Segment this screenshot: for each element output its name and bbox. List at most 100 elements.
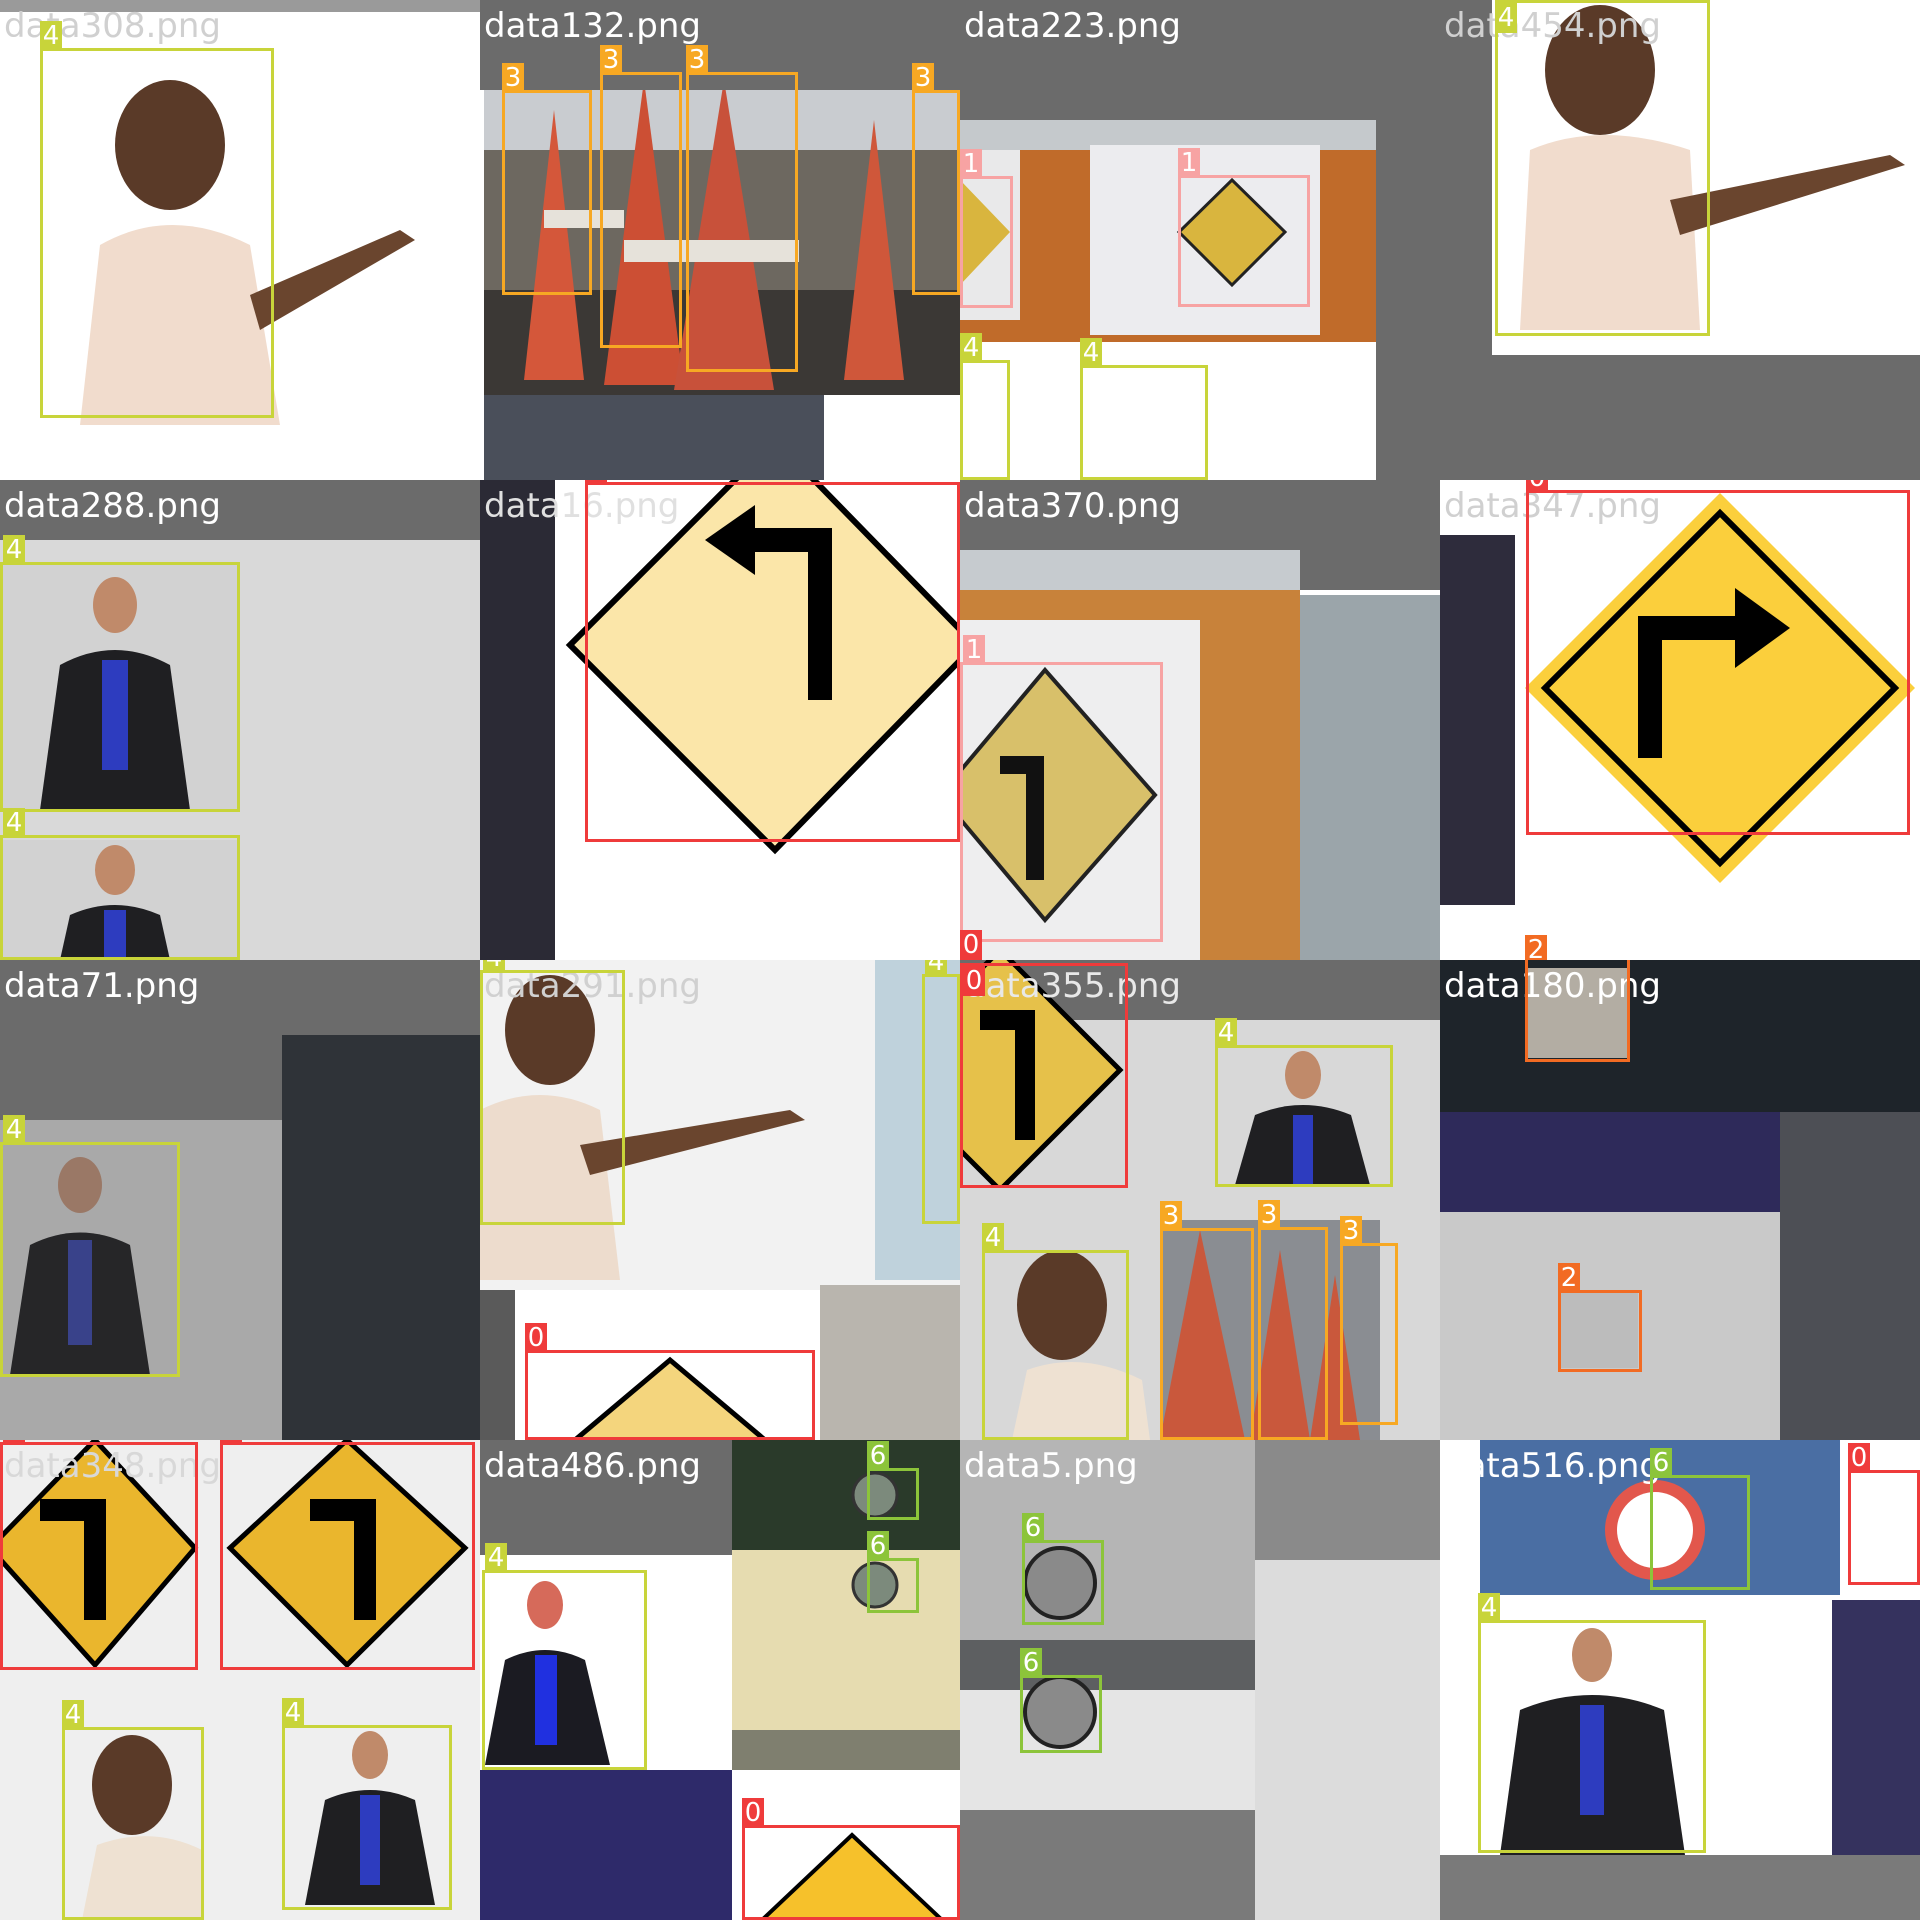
detection-box: 3 (1340, 1216, 1398, 1425)
detection-box: 4 (282, 1698, 452, 1910)
detection-box: 4 (482, 1543, 647, 1770)
class-label: 3 (686, 45, 708, 75)
building-photo (1480, 1440, 1840, 1595)
person-photo (982, 1250, 1150, 1440)
detection-box: 4 (1495, 0, 1710, 336)
dark-photo (1440, 960, 1920, 1112)
detection-box: 4 (1080, 338, 1208, 480)
class-label: 2 (1558, 1263, 1580, 1293)
person-photo (60, 55, 420, 425)
class-label: 4 (3, 1115, 25, 1145)
class-label: 4 (485, 1543, 507, 1573)
detection-box: 4 (0, 1115, 180, 1377)
purple-wall (480, 1770, 732, 1920)
object-patch (1528, 968, 1628, 1058)
class-label: 0 (525, 1323, 547, 1353)
tile-data516: data516.png 6 4 0 (1440, 1440, 1920, 1920)
tile-data16: data16.png 0 (480, 480, 960, 960)
header-strip (0, 0, 480, 12)
tile-data347: data347.png 0 2 (1440, 480, 1920, 960)
class-label: 3 (912, 63, 934, 93)
class-label: 4 (3, 535, 25, 565)
class-label: 6 (867, 1441, 889, 1471)
tile-data308: data308.png 4 (0, 0, 480, 480)
detection-box: 6 (1020, 1648, 1102, 1753)
detection-box: 6 (867, 1441, 919, 1520)
detection-box: 0 (1526, 480, 1910, 835)
tile-data288: data288.png 4 4 (0, 480, 480, 960)
class-label: 0 (963, 966, 985, 996)
detection-box: 4 (480, 960, 625, 1225)
detection-box: 4 (62, 1700, 204, 1920)
detection-box: 6 (1650, 1448, 1750, 1590)
person-photo (0, 1145, 178, 1375)
detection-box: 4 (0, 535, 240, 812)
class-label: 4 (1080, 338, 1102, 368)
tile-data71: data71.png 4 (0, 960, 480, 1440)
class-label: 4 (925, 960, 947, 977)
class-label: 1 (960, 149, 982, 179)
detection-box: 0 (585, 480, 960, 842)
class-label: 0 (220, 1440, 242, 1445)
object-patch (1558, 1290, 1638, 1368)
class-label: 1 (1178, 148, 1200, 178)
tile-data370: data370.png 1 0 (960, 480, 1440, 960)
person-photo (0, 565, 240, 810)
detection-box: 3 (912, 63, 960, 295)
tile-data5: data5.png 6 6 (960, 1440, 1440, 1920)
cones-photo (1160, 1220, 1380, 1440)
road-photo (732, 1440, 960, 1770)
class-label: 6 (867, 1531, 889, 1561)
header-strip (480, 0, 960, 90)
tile-caption: data516.png (1444, 1446, 1661, 1486)
class-label: 4 (1215, 1018, 1237, 1048)
class-label: 3 (502, 63, 524, 93)
cones-photo (484, 90, 960, 395)
detection-box: 3 (1258, 1200, 1328, 1440)
class-label: 0 (1526, 480, 1548, 493)
tile-data223: data223.png 1 1 4 4 (960, 0, 1440, 480)
dark-photo (282, 1035, 480, 1440)
header-strip (480, 1440, 732, 1555)
tile-data291: data291.png 4 4 0 (480, 960, 960, 1440)
class-label: 6 (1650, 1448, 1672, 1478)
class-label: 4 (483, 960, 505, 973)
detection-box: 4 (1478, 1593, 1706, 1853)
detection-box: 0 (220, 1440, 475, 1670)
purple-wall (1832, 1600, 1920, 1860)
person-photo (1215, 1045, 1390, 1185)
warning-sign-image (525, 1355, 815, 1440)
tile-caption: data71.png (4, 966, 200, 1006)
tile-caption: data132.png (484, 6, 701, 46)
class-label: 4 (960, 333, 982, 363)
detection-box: 1 (960, 635, 1163, 942)
blue-strip (875, 960, 960, 1280)
tile-caption: data370.png (964, 486, 1181, 526)
detection-box: 3 (1160, 1201, 1254, 1440)
warning-sign-image (1520, 488, 1920, 888)
class-label: 0 (1848, 1443, 1870, 1473)
detection-box: 3 (600, 45, 682, 348)
white-panel (1255, 1560, 1440, 1920)
class-label: 4 (62, 1700, 84, 1730)
tile-caption: data308.png (4, 6, 221, 46)
tile-caption: data288.png (4, 486, 221, 526)
tile-data486: data486.png 4 6 6 0 (480, 1440, 960, 1920)
white-panel (1515, 915, 1920, 960)
class-label: 4 (282, 1698, 304, 1728)
tile-caption: data486.png (484, 1446, 701, 1486)
detection-box: 1 (1178, 148, 1310, 307)
class-label: 4 (3, 808, 25, 838)
class-label: 0 (742, 1798, 764, 1828)
class-label: 0 (3, 1440, 25, 1445)
tile-data348: data348.png 0 0 4 4 (0, 1440, 480, 1920)
tile-data454: data454.png 4 (1440, 0, 1920, 480)
road-photo (960, 1440, 1255, 1920)
warning-sign-image (0, 1440, 200, 1670)
tile-caption: data180.png (1444, 966, 1661, 1006)
cones-photo (820, 1285, 960, 1440)
person-photo (480, 970, 880, 1280)
class-label: 6 (1020, 1648, 1042, 1678)
detection-box: 3 (502, 63, 592, 295)
